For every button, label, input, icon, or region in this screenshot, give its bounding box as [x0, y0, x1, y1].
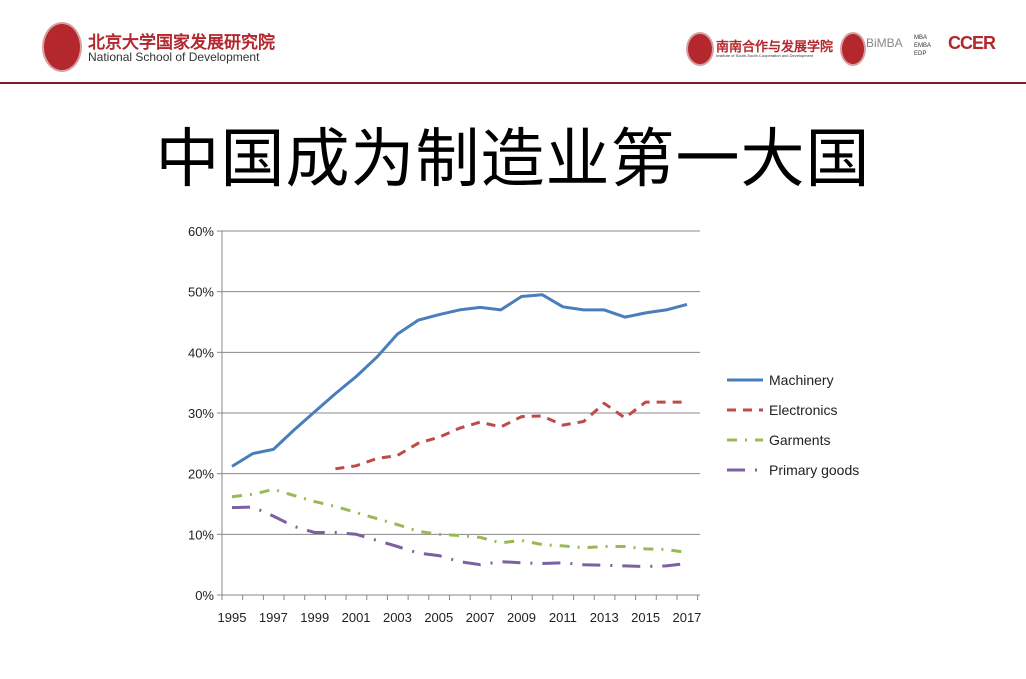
legend-label-primary-goods: Primary goods	[769, 462, 859, 478]
bimba-logo: BiMBA	[866, 36, 903, 50]
school-name-en: National School of Development	[88, 50, 260, 64]
slide-header: 北京大学国家发展研究院 National School of Developme…	[0, 0, 1026, 84]
legend-label-machinery: Machinery	[769, 372, 834, 388]
x-tick-label: 2009	[507, 610, 536, 625]
series-line-garments	[231, 487, 688, 554]
x-tick-label: 2005	[424, 610, 453, 625]
x-tick-label: 2017	[672, 610, 701, 625]
y-tick-label: 40%	[188, 345, 214, 360]
x-tick-label: 2007	[466, 610, 495, 625]
x-tick-label: 2001	[342, 610, 371, 625]
x-tick-label: 1999	[300, 610, 329, 625]
x-tick-label: 2013	[590, 610, 619, 625]
series-line-electronics	[335, 400, 687, 471]
y-tick-label: 50%	[188, 285, 214, 300]
ssc-name-en: Institute of South-South Cooperation and…	[716, 53, 814, 58]
ccer-logo: CCER	[948, 33, 996, 53]
y-tick-label: 60%	[188, 224, 214, 239]
nsd-seal-logo	[42, 22, 82, 72]
y-tick-label: 0%	[195, 588, 214, 603]
y-tick-label: 10%	[188, 527, 214, 542]
ssc-name-cn: 南南合作与发展学院	[716, 39, 834, 54]
x-tick-label: 2015	[631, 610, 660, 625]
bimba-seal-logo	[840, 32, 866, 66]
x-tick-label: 1997	[259, 610, 288, 625]
school-name-cn: 北京大学国家发展研究院	[88, 33, 275, 52]
x-tick-label: 1995	[218, 610, 247, 625]
slide-title: 中国成为制造业第一大国	[155, 123, 871, 195]
legend-label-garments: Garments	[769, 432, 830, 448]
legend-label-electronics: Electronics	[769, 402, 837, 418]
bimba-sub: MBA EMBA EDP	[914, 35, 931, 57]
y-tick-label: 30%	[188, 406, 214, 421]
series-line-primary-goods	[231, 505, 688, 568]
x-tick-label: 2003	[383, 610, 412, 625]
ssc-seal-logo	[686, 32, 714, 66]
x-tick-label: 2011	[549, 610, 577, 625]
series-line-machinery	[231, 293, 688, 468]
y-tick-label: 20%	[188, 467, 214, 482]
